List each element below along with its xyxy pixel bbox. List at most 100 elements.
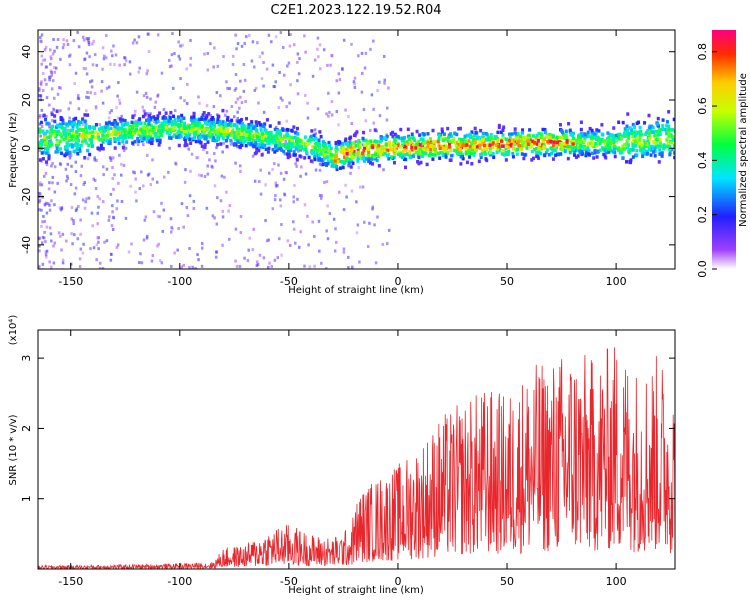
spectrogram-cell bbox=[613, 144, 617, 148]
spectrogram-cell bbox=[201, 113, 205, 117]
spectrogram-noise-cell bbox=[79, 174, 83, 178]
spectrogram-noise-cell bbox=[197, 95, 200, 99]
spectrogram-cell bbox=[263, 122, 267, 126]
spectrogram-cell bbox=[367, 157, 371, 161]
spectrogram-noise-cell bbox=[271, 207, 275, 211]
spectrogram-cell bbox=[216, 128, 220, 133]
spectrogram-noise-cell bbox=[146, 140, 149, 144]
spectrogram-cell bbox=[340, 159, 344, 164]
spectrogram-cell bbox=[315, 149, 319, 153]
spectrogram-cell bbox=[537, 136, 541, 140]
spectrogram-cell bbox=[458, 126, 462, 131]
spectrogram-noise-cell bbox=[252, 227, 255, 231]
spectrogram-cell bbox=[255, 147, 259, 151]
spectrogram-frame bbox=[37, 29, 676, 270]
spectrogram-cell bbox=[576, 154, 580, 158]
spectrogram-cell bbox=[563, 144, 567, 148]
spectrogram-cell bbox=[207, 131, 211, 136]
spectrogram-noise-cell bbox=[289, 33, 292, 37]
spectrogram-cell bbox=[282, 134, 286, 139]
spectrogram-noise-cell bbox=[140, 261, 144, 265]
spectrogram-cell bbox=[219, 134, 223, 138]
spectrogram-cell bbox=[583, 132, 587, 137]
spectrogram-cell bbox=[411, 154, 415, 158]
spectrogram-noise-cell bbox=[82, 67, 86, 71]
spectrogram-cell bbox=[399, 145, 403, 149]
spectrogram-cell bbox=[577, 143, 581, 148]
spectrogram-noise-cell bbox=[162, 208, 166, 212]
spectrogram-cell bbox=[659, 140, 663, 145]
snr-y-tick-label: 1 bbox=[20, 495, 33, 502]
spectrogram-noise-cell bbox=[225, 190, 228, 194]
spectrogram-cell bbox=[70, 143, 74, 148]
spectrogram-cell bbox=[377, 154, 381, 159]
spectrogram-cell bbox=[273, 150, 277, 154]
spectrogram-cell bbox=[170, 126, 174, 131]
spectrogram-cell bbox=[398, 154, 402, 158]
spectrogram-noise-cell bbox=[372, 39, 375, 43]
spectrogram-noise-cell bbox=[134, 177, 137, 181]
spectrogram-cell bbox=[563, 142, 567, 146]
spectrogram-cell bbox=[213, 138, 217, 143]
spectrogram-noise-cell bbox=[107, 116, 111, 120]
spectrogram-noise-cell bbox=[50, 164, 53, 168]
spectrogram-noise-cell bbox=[178, 57, 182, 61]
spectrogram-cell bbox=[635, 153, 639, 157]
spectrogram-noise-cell bbox=[52, 261, 56, 265]
spectrogram-cell bbox=[78, 147, 82, 151]
spectrogram-cell bbox=[572, 147, 576, 151]
spectrogram-cell bbox=[485, 137, 489, 142]
spectrogram-cell bbox=[606, 140, 610, 145]
spectrogram-cell bbox=[444, 137, 448, 141]
spectrogram-cell bbox=[48, 131, 52, 135]
spectrogram-noise-cell bbox=[145, 153, 149, 157]
spectrogram-cell bbox=[185, 143, 189, 147]
spectrogram-noise-cell bbox=[40, 80, 43, 84]
spectrogram-cell bbox=[667, 110, 671, 114]
spectrogram-cell bbox=[54, 150, 58, 154]
spectrogram-cell bbox=[663, 128, 667, 132]
spectrogram-cell bbox=[64, 152, 68, 156]
spectrogram-noise-cell bbox=[300, 154, 303, 158]
spectrogram-cell bbox=[530, 158, 534, 162]
spectrogram-cell bbox=[341, 145, 345, 149]
spectrogram-noise-cell bbox=[358, 260, 361, 264]
spectrogram-cell bbox=[481, 131, 485, 136]
spectrogram-noise-cell bbox=[100, 80, 104, 84]
spectrogram-noise-cell bbox=[299, 174, 302, 178]
spectrogram-noise-cell bbox=[229, 142, 233, 146]
spectrogram-noise-cell bbox=[325, 229, 328, 233]
spectrogram-noise-cell bbox=[40, 108, 44, 112]
spectrogram-cell bbox=[535, 133, 539, 138]
spectrogram-cell bbox=[509, 144, 513, 148]
spectrogram-noise-cell bbox=[188, 194, 192, 198]
spectrogram-cell bbox=[137, 139, 141, 143]
spectrogram-cell bbox=[404, 148, 408, 153]
spectrogram-cell bbox=[473, 133, 477, 137]
spectrogram-noise-cell bbox=[108, 111, 112, 115]
spectrogram-cell bbox=[71, 124, 75, 129]
spectrogram-noise-cell bbox=[90, 85, 94, 89]
spectrogram-cell bbox=[56, 149, 60, 154]
spectrogram-cell bbox=[264, 138, 268, 143]
spectrogram-cell bbox=[433, 140, 437, 144]
spectrogram-noise-cell bbox=[88, 80, 92, 84]
spectrogram-cell bbox=[200, 117, 204, 121]
spectrogram-cell bbox=[507, 149, 511, 154]
spectrogram-cell bbox=[330, 154, 334, 159]
spectrogram-cell bbox=[194, 139, 198, 144]
spectrogram-cell bbox=[638, 141, 642, 146]
spectrogram-noise-cell bbox=[271, 167, 274, 171]
spectrogram-cell bbox=[325, 155, 329, 159]
spectrogram-noise-cell bbox=[144, 91, 148, 95]
spectrogram-noise-cell bbox=[236, 116, 239, 120]
spectrogram-noise-cell bbox=[45, 65, 49, 69]
spectrogram-cell bbox=[343, 155, 347, 160]
spectrogram-cell bbox=[595, 128, 599, 132]
spectrogram-noise-cell bbox=[316, 107, 320, 111]
spectrogram-cell bbox=[548, 133, 552, 138]
spectrogram-noise-cell bbox=[38, 264, 41, 268]
spectrogram-cell bbox=[385, 134, 389, 139]
spectrogram-noise-cell bbox=[69, 183, 73, 187]
